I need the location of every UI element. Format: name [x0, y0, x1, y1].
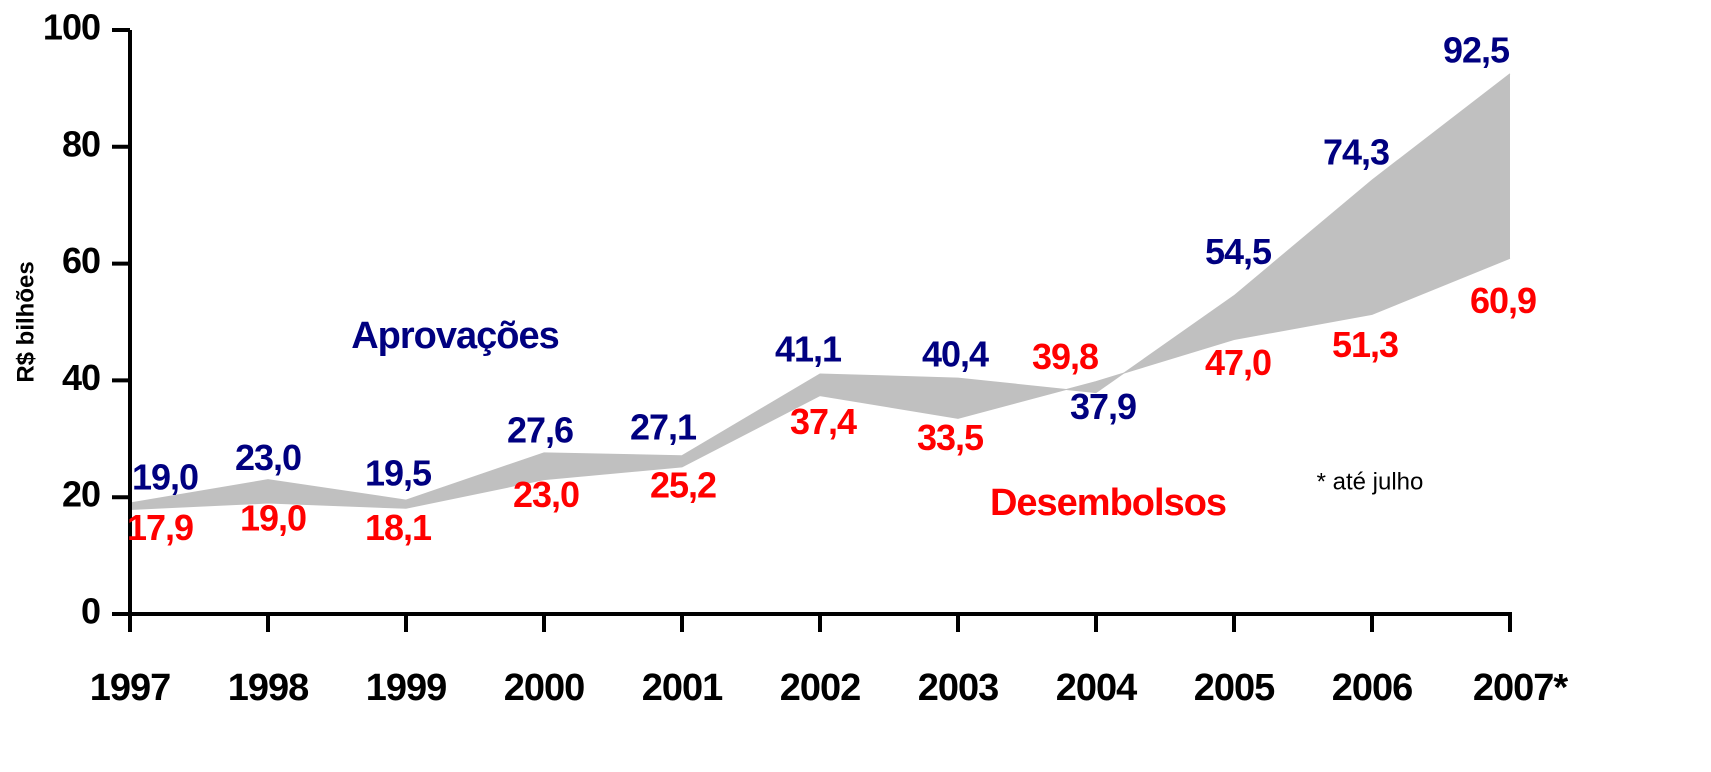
data-label: 18,1: [365, 507, 432, 548]
data-label: 23,0: [235, 437, 301, 478]
data-label: 74,3: [1323, 132, 1389, 173]
data-label: 60,9: [1470, 280, 1536, 321]
x-tick-label: 1997: [90, 667, 171, 709]
data-label: 33,5: [917, 417, 984, 458]
data-label: 39,8: [1032, 336, 1098, 377]
series-line: [129, 257, 1511, 510]
y-axis-label: R$ bilhões: [12, 261, 39, 382]
series-line: [129, 73, 1511, 504]
data-label: 19,0: [132, 457, 198, 498]
x-tick-label: 1999: [366, 667, 447, 709]
x-tick-label: 2005: [1194, 667, 1275, 709]
y-tick-label: 20: [62, 474, 100, 515]
data-label: 19,5: [365, 453, 432, 494]
data-label: 27,1: [630, 406, 697, 447]
y-tick-label: 0: [81, 591, 100, 632]
series-label: Desembolsos: [990, 482, 1226, 524]
x-tick-label: 2002: [780, 667, 861, 709]
y-tick-label: 100: [43, 7, 100, 48]
gap-area: [130, 73, 1510, 510]
data-label: 37,4: [790, 401, 857, 442]
data-label: 41,1: [775, 328, 842, 369]
x-tick-label: 2000: [504, 667, 585, 709]
y-tick-label: 80: [62, 123, 100, 164]
y-tick-label: 40: [62, 357, 100, 398]
x-tick-label: 2007*: [1473, 667, 1569, 709]
data-label: 47,0: [1205, 342, 1271, 383]
data-label: 23,0: [513, 474, 579, 515]
x-tick-label: 2001: [642, 667, 723, 709]
x-tick-label: 2006: [1332, 667, 1413, 709]
data-label: 27,6: [507, 409, 573, 450]
data-label: 19,0: [240, 498, 306, 539]
series-label: Aprovações: [351, 315, 559, 357]
x-tick-label: 2004: [1056, 667, 1137, 709]
data-label: 51,3: [1332, 324, 1398, 365]
data-label: 17,9: [127, 507, 193, 548]
data-label: 37,9: [1070, 386, 1136, 427]
y-tick-label: 60: [62, 240, 100, 281]
data-label: 25,2: [650, 464, 716, 505]
data-label: 40,4: [922, 334, 989, 375]
x-tick-label: 1998: [228, 667, 309, 709]
data-label: 92,5: [1443, 29, 1510, 70]
annotation: * até julho: [1317, 468, 1424, 495]
x-tick-label: 2003: [918, 667, 999, 709]
data-label: 54,5: [1205, 231, 1272, 272]
